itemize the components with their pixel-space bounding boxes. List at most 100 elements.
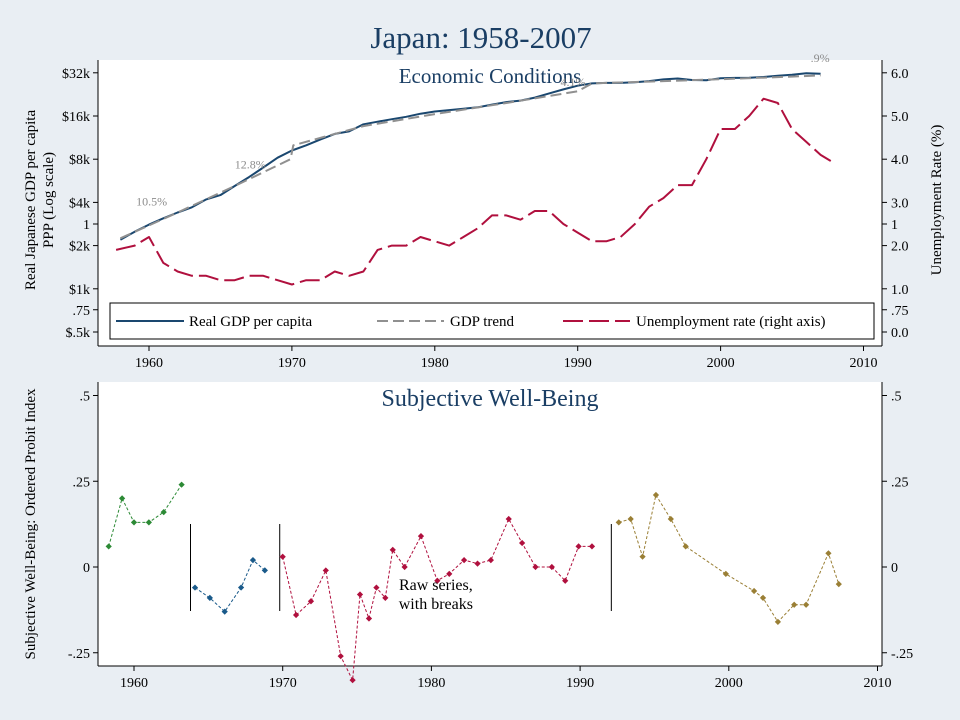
- x-tick-label: 1980: [417, 676, 445, 691]
- x-tick-label: 1990: [566, 676, 594, 691]
- data-point: [178, 481, 185, 488]
- data-point: [460, 557, 468, 564]
- data-point: [373, 584, 380, 591]
- x-tick-label: 2000: [715, 676, 743, 691]
- growth-annotation: .9%: [811, 51, 830, 65]
- annotation-line1: Raw series,: [399, 577, 473, 594]
- data-point: [118, 495, 126, 502]
- x-tick-label: 1990: [564, 356, 592, 371]
- chart-title: Economic Conditions: [399, 64, 582, 88]
- data-point: [615, 519, 622, 526]
- y-tick-label: $16k: [62, 110, 90, 125]
- y-tick-label: $1k: [69, 283, 90, 298]
- y-tick-label: $4k: [69, 196, 90, 211]
- y2-tick-label: 6.0: [891, 67, 909, 82]
- data-point: [401, 563, 408, 571]
- data-point: [237, 584, 245, 591]
- x-tick-label: 1960: [120, 676, 148, 691]
- y2-tick-label: 1: [891, 218, 898, 233]
- data-point: [519, 539, 526, 547]
- wellbeing-segment-0: [108, 484, 183, 547]
- annotation-line2: with breaks: [399, 596, 473, 613]
- y2-tick-label: 0.0: [891, 326, 909, 341]
- growth-annotation: 4.1%: [561, 75, 586, 89]
- data-point: [446, 570, 453, 578]
- growth-annotation: 10.5%: [136, 195, 167, 209]
- y2-tick-label: .25: [891, 475, 909, 490]
- x-tick-label: 1970: [278, 356, 306, 371]
- y-tick-label: $.5k: [66, 326, 91, 341]
- data-point: [322, 567, 329, 574]
- data-point: [261, 567, 268, 574]
- y-tick-label: 0: [83, 561, 90, 576]
- data-point: [667, 515, 674, 523]
- wellbeing-segment-3: [618, 493, 840, 623]
- y-axis-label-line1: Real Japanese GDP per capita: [23, 110, 39, 291]
- y2-tick-label: 5.0: [891, 110, 909, 125]
- data-point: [365, 615, 373, 622]
- data-point: [802, 601, 810, 608]
- growth-annotation: 12.8%: [235, 157, 266, 171]
- data-point: [750, 587, 758, 595]
- y-tick-label: $8k: [69, 153, 90, 168]
- data-point: [791, 601, 798, 608]
- data-point: [160, 509, 167, 516]
- x-tick-label: 1970: [269, 676, 297, 691]
- data-point: [722, 570, 729, 578]
- data-point: [575, 543, 582, 550]
- data-point: [835, 581, 842, 588]
- data-point: [307, 598, 315, 605]
- data-point: [532, 563, 539, 571]
- chart-title: Subjective Well-Being: [382, 386, 599, 412]
- y-tick-label: $32k: [62, 67, 90, 82]
- series-line-1: [119, 74, 821, 240]
- data-point: [382, 594, 389, 601]
- y2-tick-label: 4.0: [891, 153, 909, 168]
- subjective-well-being-chart: Subjective Well-Being 1960 1970 1980 1990 20…: [23, 218, 913, 691]
- data-point: [279, 553, 286, 560]
- y-axis-label: Subjective Well-Being: Ordered Probit In…: [23, 388, 39, 659]
- data-point: [505, 515, 512, 523]
- data-point: [349, 677, 356, 684]
- y-tick-label: 1: [83, 218, 90, 233]
- economic-conditions-chart: Economic Conditions 1960 1970 1980 1990 2000…: [23, 51, 945, 371]
- right-axis-label: Unemployment Rate (%): [929, 125, 945, 276]
- y-tick-label: .75: [73, 304, 91, 319]
- y2-tick-label: .5: [891, 390, 902, 405]
- legend-label-gdp: Real GDP per capita: [189, 314, 312, 330]
- data-point: [682, 543, 689, 550]
- y2-tick-label: .75: [891, 304, 909, 319]
- data-point: [562, 577, 569, 584]
- page-title: Japan: 1958-2007: [370, 20, 591, 55]
- data-point: [292, 611, 300, 619]
- y2-tick-label: 2.0: [891, 240, 909, 255]
- plot-area: [98, 60, 882, 346]
- legend: Real GDP per capita GDP trend Unemployme…: [109, 302, 875, 340]
- y-tick-label: -.25: [68, 647, 90, 662]
- data-point: [627, 515, 634, 523]
- legend-label-unemployment: Unemployment rate (right axis): [636, 314, 826, 330]
- data-point: [337, 653, 344, 660]
- x-tick-label: 2010: [864, 676, 892, 691]
- x-tick-label: 1980: [421, 356, 449, 371]
- y2-tick-label: 0: [891, 561, 898, 576]
- y2-tick-label: -.25: [891, 647, 913, 662]
- y2-tick-label: 1.0: [891, 283, 909, 298]
- y2-tick-label: 3.0: [891, 196, 909, 211]
- data-point: [639, 553, 646, 560]
- y-tick-label: $2k: [69, 240, 90, 255]
- x-tick-label: 1960: [135, 356, 163, 371]
- data-point: [825, 550, 832, 557]
- x-tick-label: 2010: [850, 356, 878, 371]
- wellbeing-segment-1: [194, 559, 266, 613]
- legend-label-trend: GDP trend: [450, 314, 515, 330]
- data-point: [206, 594, 213, 602]
- y-tick-label: .5: [80, 390, 91, 405]
- y-axis-label-line2: PPP (Log scale): [41, 152, 57, 248]
- data-point: [548, 563, 555, 571]
- y-tick-label: .25: [73, 475, 91, 490]
- series-line-2: [115, 97, 836, 286]
- x-tick-label: 2000: [707, 356, 735, 371]
- plot-area: [98, 382, 882, 666]
